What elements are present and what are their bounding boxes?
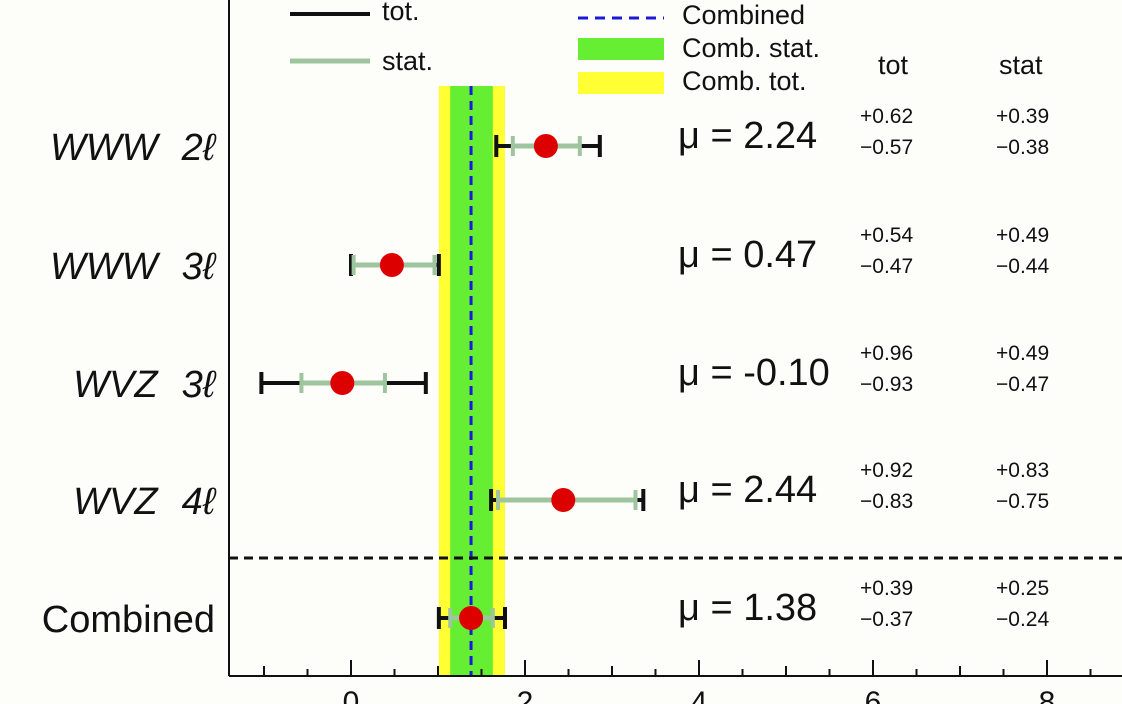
row-label-process: WWW (50, 127, 161, 169)
mu-value: μ = 0.47 (678, 234, 817, 276)
mu-value: μ = 2.24 (678, 115, 817, 157)
row-label-channel: 3ℓ (182, 246, 217, 288)
stat-up-error: +0.49 (996, 342, 1049, 365)
mu-value: μ = -0.10 (678, 352, 830, 394)
x-tick-label: 2 (517, 686, 534, 704)
x-tick-label: 0 (343, 686, 360, 704)
tot-down-error: −0.47 (860, 255, 913, 278)
row-label: WWW 2ℓ (50, 127, 217, 169)
stat-up-error: +0.39 (996, 105, 1049, 128)
data-point (459, 606, 484, 630)
combined-bands (438, 86, 505, 676)
tot-up-error: +0.62 (860, 105, 913, 128)
row-label: WVZ 4ℓ (73, 481, 217, 523)
tot-down-error: −0.57 (860, 136, 913, 159)
row-label-channel: 2ℓ (181, 127, 217, 169)
tot-up-error: +0.92 (860, 459, 913, 482)
data-point (379, 253, 404, 277)
tot-down-error: −0.83 (860, 490, 913, 513)
row-label-process: WVZ (73, 364, 159, 406)
legend-comb-tot-swatch (578, 72, 664, 94)
mu-value: μ = 1.38 (678, 587, 817, 629)
tot-up-error: +0.96 (860, 342, 913, 365)
x-axis-ticks: 0 2 4 6 8 (263, 660, 1092, 704)
row-label-process: Combined (42, 599, 215, 641)
stat-down-error: −0.24 (996, 608, 1049, 631)
tot-up-error: +0.39 (860, 577, 913, 600)
row-label: WWW 3ℓ (50, 246, 217, 288)
tot-column-header: tot (878, 50, 909, 80)
tot-up-error: +0.54 (860, 224, 913, 247)
legend: tot. stat. Combined Comb. stat. Comb. to… (290, 0, 820, 96)
stat-down-error: −0.38 (996, 136, 1049, 159)
tot-down-error: −0.93 (860, 373, 913, 396)
row-label-channel: 4ℓ (182, 481, 217, 523)
mu-value: μ = 2.44 (678, 469, 817, 511)
legend-tot-label: tot. (382, 0, 420, 26)
data-point (330, 371, 355, 395)
stat-down-error: −0.47 (996, 373, 1049, 396)
measurement-rows: WWW 2ℓ μ = 2.24 +0.62 −0.57 +0.39 −0.38 WWW 3ℓ μ … (42, 105, 1050, 641)
row-label: WVZ 3ℓ (73, 364, 217, 406)
x-tick-label: 6 (865, 686, 882, 704)
row-label-process: WWW (50, 246, 161, 288)
row-label-process: WVZ (73, 481, 159, 523)
row-label: Combined (42, 599, 215, 641)
legend-comb-stat-swatch (578, 38, 664, 60)
stat-down-error: −0.75 (996, 490, 1049, 513)
stat-up-error: +0.25 (996, 577, 1049, 600)
legend-stat-label: stat. (382, 46, 433, 76)
data-point (533, 134, 558, 158)
x-tick-label: 4 (691, 686, 708, 704)
stat-down-error: −0.44 (996, 255, 1049, 278)
row-label-channel: 3ℓ (182, 364, 217, 406)
legend-comb-stat-label: Comb. stat. (682, 33, 820, 63)
legend-comb-tot-label: Comb. tot. (682, 66, 807, 96)
stat-up-error: +0.83 (996, 459, 1049, 482)
stat-column-header: stat (999, 50, 1043, 80)
tot-down-error: −0.37 (860, 608, 913, 631)
x-tick-label: 8 (1039, 686, 1056, 704)
legend-combined-label: Combined (682, 0, 805, 30)
data-point (551, 488, 576, 512)
stat-up-error: +0.49 (996, 224, 1049, 247)
